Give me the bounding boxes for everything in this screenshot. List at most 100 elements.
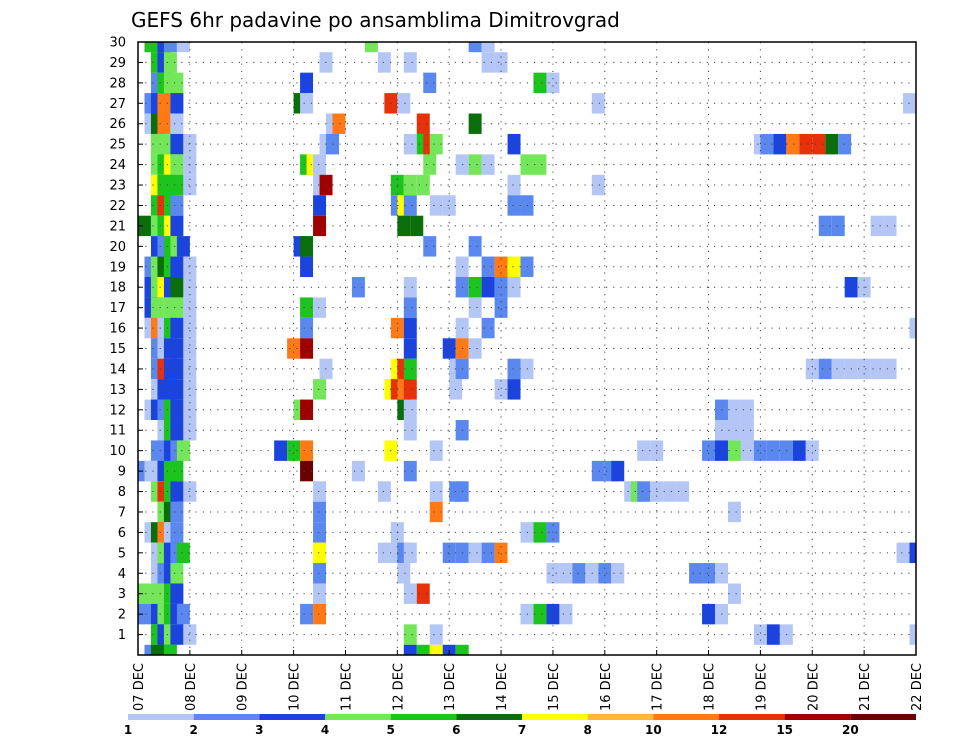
grid-lines [137, 41, 917, 655]
colorbar-label: 1 [124, 723, 132, 737]
heatmap-cell [403, 317, 417, 339]
y-tick-label: 5 [118, 546, 126, 561]
heatmap-cell [170, 624, 184, 645]
colorbar-label: 3 [255, 723, 263, 737]
heatmap-cell [170, 420, 184, 441]
y-tick-label: 8 [118, 485, 126, 500]
heatmap-cell [727, 583, 741, 604]
heatmap-cell [611, 460, 625, 482]
heatmap-cell [300, 317, 314, 339]
y-tick-label: 12 [109, 403, 126, 418]
colorbar-label: 15 [776, 723, 793, 737]
heatmap-cell [416, 583, 430, 604]
heatmap-cell [494, 256, 508, 277]
heatmap-cell [287, 440, 301, 461]
heatmap-cell [170, 72, 184, 94]
heatmap-cell [274, 440, 288, 461]
heatmap-cell [676, 481, 690, 502]
colorbar-label: 8 [583, 723, 591, 737]
heatmap-cell [883, 358, 897, 380]
heatmap-cell [546, 563, 560, 584]
heatmap-cell [689, 563, 703, 584]
heatmap-cell [442, 195, 456, 216]
heatmap-cell [468, 113, 482, 134]
heatmap-cell [740, 399, 754, 421]
heatmap-cell [805, 440, 819, 461]
heatmap-cell [416, 644, 430, 655]
heatmap-cell [533, 72, 547, 94]
heatmap-cell [170, 379, 184, 400]
heatmap-cell [170, 297, 184, 318]
heatmap-cell [403, 338, 417, 359]
colorbar-label: 2 [189, 723, 197, 737]
heatmap-cell [403, 358, 417, 380]
heatmap-cell [351, 460, 365, 482]
heatmap-cell [313, 583, 327, 604]
heatmap-cell [157, 113, 171, 134]
heatmap-cell [170, 256, 184, 277]
heatmap-cell [403, 133, 417, 155]
heatmap-cell [825, 133, 839, 155]
colorbar-segment [193, 714, 260, 720]
heatmap-cell [377, 481, 391, 502]
heatmap-cell [150, 583, 164, 604]
colorbar-segment [784, 714, 851, 720]
heatmap-cell [157, 42, 171, 53]
y-tick-label: 22 [109, 199, 126, 214]
heatmap-cell [403, 174, 417, 196]
heatmap-cell [727, 420, 741, 441]
heatmap-cell [163, 52, 177, 73]
heatmap-cell [786, 133, 800, 155]
heatmap-cell [170, 133, 184, 155]
heatmap-cell [144, 460, 158, 482]
y-tick-label: 29 [109, 56, 126, 71]
heatmap-cell [896, 542, 910, 564]
heatmap-cell [591, 174, 605, 196]
heatmap-cell [183, 358, 197, 380]
heatmap-cell [591, 460, 605, 482]
heatmap-cell [429, 440, 443, 461]
y-axis-tick-labels: 1234567891011121314151617181920212223242… [109, 36, 126, 644]
heatmap-cell [176, 236, 190, 257]
colorbar-label: 7 [518, 723, 526, 737]
heatmap-cell [183, 297, 197, 318]
y-tick-label: 1 [118, 628, 126, 643]
heatmap-cell [818, 215, 832, 237]
heatmap-cell [170, 358, 184, 380]
x-tick-label: 08 DEC [184, 663, 199, 711]
heatmap-cell [481, 256, 495, 277]
heatmap-cell [533, 603, 547, 625]
heatmap-cell [429, 133, 443, 155]
heatmap-cell [364, 42, 378, 53]
heatmap-cell [170, 195, 184, 216]
heatmap-cell [300, 460, 314, 482]
heatmap-cells [138, 42, 916, 655]
heatmap-cell [163, 644, 177, 655]
y-tick-label: 25 [109, 138, 126, 153]
heatmap-cell [533, 522, 547, 543]
y-tick-label: 30 [109, 36, 126, 51]
colorbar-segment [719, 714, 785, 720]
heatmap-cell [507, 195, 521, 216]
x-tick-label: 22 DEC [910, 663, 925, 711]
heatmap-cell [403, 542, 417, 564]
y-tick-label: 21 [109, 219, 126, 234]
y-tick-label: 13 [109, 383, 126, 398]
colorbar-segment [456, 714, 522, 720]
heatmap-cell [909, 317, 916, 339]
heatmap-cell [494, 542, 508, 564]
y-tick-label: 7 [118, 505, 126, 520]
heatmap-cell [546, 603, 560, 625]
heatmap-cell [410, 215, 424, 237]
heatmap-cell [163, 42, 177, 53]
heatmap-cell [429, 195, 443, 216]
heatmap-cell [183, 379, 197, 400]
heatmap-cell [183, 317, 197, 339]
x-tick-label: 21 DEC [858, 663, 873, 711]
heatmap-cell [313, 501, 327, 523]
heatmap-cell [591, 93, 605, 114]
y-tick-label: 2 [118, 608, 126, 623]
heatmap-cell [313, 522, 327, 543]
heatmap-cell [377, 52, 391, 73]
heatmap-cell [429, 644, 443, 655]
